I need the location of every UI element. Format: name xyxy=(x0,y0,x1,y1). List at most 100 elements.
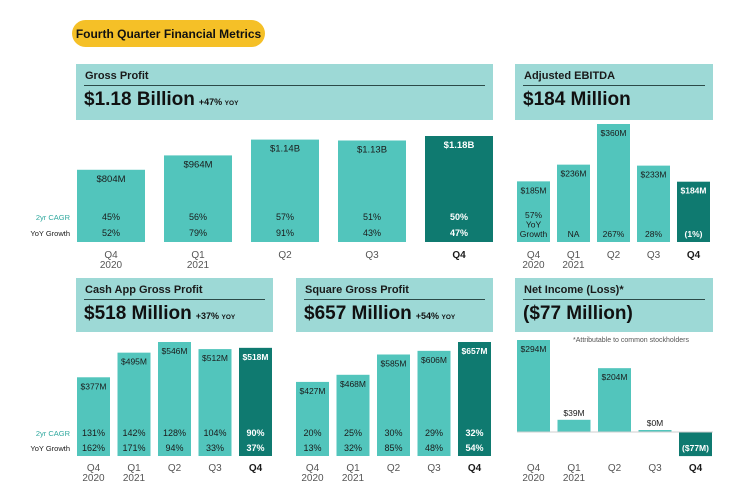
square-bar xyxy=(458,342,491,456)
gross_profit-cagr-value: 50% xyxy=(450,212,468,222)
cash_app-bar xyxy=(239,347,272,456)
square-header: Square Gross Profit $657 Million +54% YOY xyxy=(296,278,493,332)
gross_profit-category-label: Q3 xyxy=(365,250,379,261)
gross_profit-yoy-value: 43% xyxy=(363,228,381,238)
ebitda-bar xyxy=(677,181,710,242)
ebitda-value-label: $360M xyxy=(601,128,627,138)
ebitda-category-year: 2020 xyxy=(522,260,545,271)
gross_profit-bar xyxy=(338,140,406,242)
square-label: Square Gross Profit xyxy=(305,284,409,296)
gross_profit-yoy-value: 52% xyxy=(102,228,120,238)
square-value-label: $606M xyxy=(421,355,447,365)
header-rule xyxy=(523,299,705,300)
net_income-category-year: 2020 xyxy=(522,473,545,484)
net_income-category-label: Q4 xyxy=(527,463,541,474)
ebitda-growth-label: NA xyxy=(568,229,580,239)
cash_app-yoy-value: 162% xyxy=(82,443,105,453)
square-value: $657 Million +54% YOY xyxy=(304,303,456,324)
square-category-label: Q4 xyxy=(468,463,482,474)
cash_app-bar xyxy=(158,342,191,456)
square-bar xyxy=(377,354,410,456)
cash-app-yoy: +37% YOY xyxy=(195,311,236,321)
ebitda-bar xyxy=(517,181,550,242)
gross_profit-cagr-value: 56% xyxy=(189,212,207,222)
ebitda-value-label: $185M xyxy=(521,185,547,195)
gross_profit-bar xyxy=(251,139,319,242)
ebitda-label: Adjusted EBITDA xyxy=(524,70,616,82)
gross_profit-category-label: Q2 xyxy=(278,250,292,261)
cash_app-cagr-value: 90% xyxy=(246,428,264,438)
net_income-bar xyxy=(598,368,631,432)
net_income-value-label: $0M xyxy=(647,418,664,428)
net-income-header: Net Income (Loss)* ($77 Million) xyxy=(515,278,713,332)
square-cagr-value: 30% xyxy=(384,428,402,438)
gross_profit-yoy-value: 47% xyxy=(450,228,468,238)
square-category-year: 2021 xyxy=(342,473,365,484)
ebitda-header: Adjusted EBITDA $184 Million xyxy=(515,64,713,120)
square-category-label: Q2 xyxy=(387,463,401,474)
net_income-value-label: ($77M) xyxy=(682,443,709,453)
gross_profit-yoy-value: 91% xyxy=(276,228,294,238)
gross_profit-yoy-value: 79% xyxy=(189,228,207,238)
net_income-bar xyxy=(557,419,591,432)
title-pill: Fourth Quarter Financial Metrics xyxy=(72,20,265,47)
cash_app-category-label: Q4 xyxy=(249,463,263,474)
cagr-row-label: 2yr CAGR xyxy=(36,213,71,222)
ebitda-growth-label: 267% xyxy=(603,229,625,239)
square-cagr-value: 20% xyxy=(303,428,321,438)
net_income-bar xyxy=(638,430,672,432)
header-rule xyxy=(523,85,705,86)
ebitda-growth-label: 57% xyxy=(525,210,542,220)
square-yoy-value: 85% xyxy=(384,443,402,453)
square-category-year: 2020 xyxy=(301,473,324,484)
yoy-row-label: YoY Growth xyxy=(30,444,70,453)
ebitda-category-label: Q4 xyxy=(527,250,541,261)
square-yoy-value: 48% xyxy=(425,443,443,453)
cash_app-yoy-value: 37% xyxy=(246,443,264,453)
ebitda-value-label: $233M xyxy=(641,170,667,180)
square-cagr-value: 25% xyxy=(344,428,362,438)
gross-profit-header: Gross Profit $1.18 Billion +47% YOY xyxy=(76,64,493,120)
cash_app-category-year: 2020 xyxy=(82,473,105,484)
square-value-label: $468M xyxy=(340,379,366,389)
cash-app-value: $518 Million +37% YOY xyxy=(84,303,236,324)
cash_app-cagr-value: 104% xyxy=(203,428,226,438)
gross_profit-category-year: 2021 xyxy=(187,260,210,271)
cash_app-yoy-value: 94% xyxy=(165,443,183,453)
cash_app-cagr-value: 131% xyxy=(82,428,105,438)
square-category-label: Q4 xyxy=(306,463,320,474)
cash_app-value-label: $495M xyxy=(121,357,147,367)
cash_app-cagr-value: 142% xyxy=(122,428,145,438)
ebitda-growth-label: Growth xyxy=(520,229,548,239)
square-value-label: $657M xyxy=(462,346,488,356)
ebitda-value-label: $184M xyxy=(681,186,707,196)
gross_profit-category-year: 2020 xyxy=(100,260,123,271)
gross_profit-category-label: Q4 xyxy=(452,250,466,261)
net_income-category-year: 2021 xyxy=(563,473,586,484)
yoy-row-label: YoY Growth xyxy=(30,229,70,238)
cash-app-header: Cash App Gross Profit $518 Million +37% Y… xyxy=(76,278,273,332)
square-category-label: Q1 xyxy=(346,463,360,474)
gross_profit-value-label: $1.14B xyxy=(270,144,300,155)
cash_app-value-label: $512M xyxy=(202,353,228,363)
gross-profit-yoy: +47% YOY xyxy=(198,97,239,107)
net_income-value-label: $204M xyxy=(602,372,628,382)
cash_app-category-label: Q4 xyxy=(87,463,101,474)
ebitda-growth-label: 28% xyxy=(645,229,662,239)
gross_profit-value-label: $1.13B xyxy=(357,144,387,155)
cash-app-label: Cash App Gross Profit xyxy=(85,284,203,296)
square-yoy-value: 13% xyxy=(303,443,321,453)
square-value-label: $585M xyxy=(381,358,407,368)
gross-profit-label: Gross Profit xyxy=(85,70,149,82)
header-rule xyxy=(304,299,485,300)
cash_app-value-label: $546M xyxy=(162,346,188,356)
gross-profit-value: $1.18 Billion +47% YOY xyxy=(84,89,239,110)
gross_profit-value-label: $1.18B xyxy=(444,140,475,151)
ebitda-category-label: Q4 xyxy=(687,250,701,261)
gross_profit-cagr-value: 51% xyxy=(363,212,381,222)
ebitda-growth-label: (1%) xyxy=(685,229,703,239)
cash_app-yoy-value: 171% xyxy=(122,443,145,453)
cash_app-value-label: $377M xyxy=(81,381,107,391)
square-yoy-value: 54% xyxy=(465,443,483,453)
